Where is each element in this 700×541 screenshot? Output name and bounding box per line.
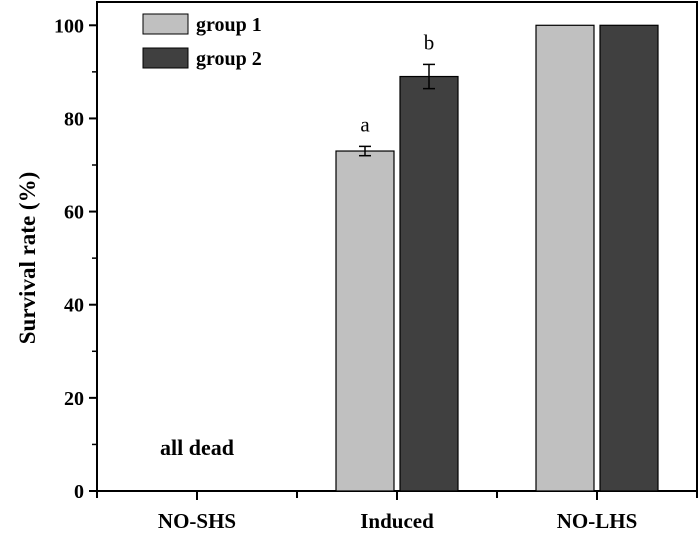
x-tick-label: Induced — [360, 509, 434, 533]
legend-swatch-group-2 — [142, 47, 189, 69]
bar — [599, 24, 659, 492]
legend: group 1 group 2 — [142, 13, 262, 70]
bar — [399, 75, 459, 492]
x-tick-label: NO-LHS — [557, 509, 638, 533]
y-axis-title: Survival rate (%) — [15, 172, 40, 344]
bar — [535, 24, 595, 492]
y-tick-label: 100 — [54, 15, 84, 37]
significance-label: a — [360, 112, 370, 136]
significance-label: b — [424, 30, 435, 54]
error-bars-layer — [359, 63, 435, 157]
x-tick-label: NO-SHS — [158, 509, 236, 533]
legend-swatch-group-1 — [142, 13, 189, 35]
bar — [335, 150, 395, 492]
bars-layer — [335, 24, 659, 492]
y-tick-label: 40 — [64, 295, 84, 317]
annotation-all-dead: all dead — [160, 435, 234, 460]
axes-frame: 0 20 40 60 80 100 NO-SHS Induced NO-LHS — [54, 1, 698, 533]
y-tick-label: 0 — [74, 481, 84, 503]
legend-label-group-1: group 1 — [196, 14, 262, 36]
y-tick-label: 60 — [64, 202, 84, 224]
legend-label-group-2: group 2 — [196, 48, 262, 70]
y-tick-label: 80 — [64, 108, 84, 130]
y-tick-label: 20 — [64, 388, 84, 410]
labels-layer: a b all dead — [160, 30, 434, 460]
